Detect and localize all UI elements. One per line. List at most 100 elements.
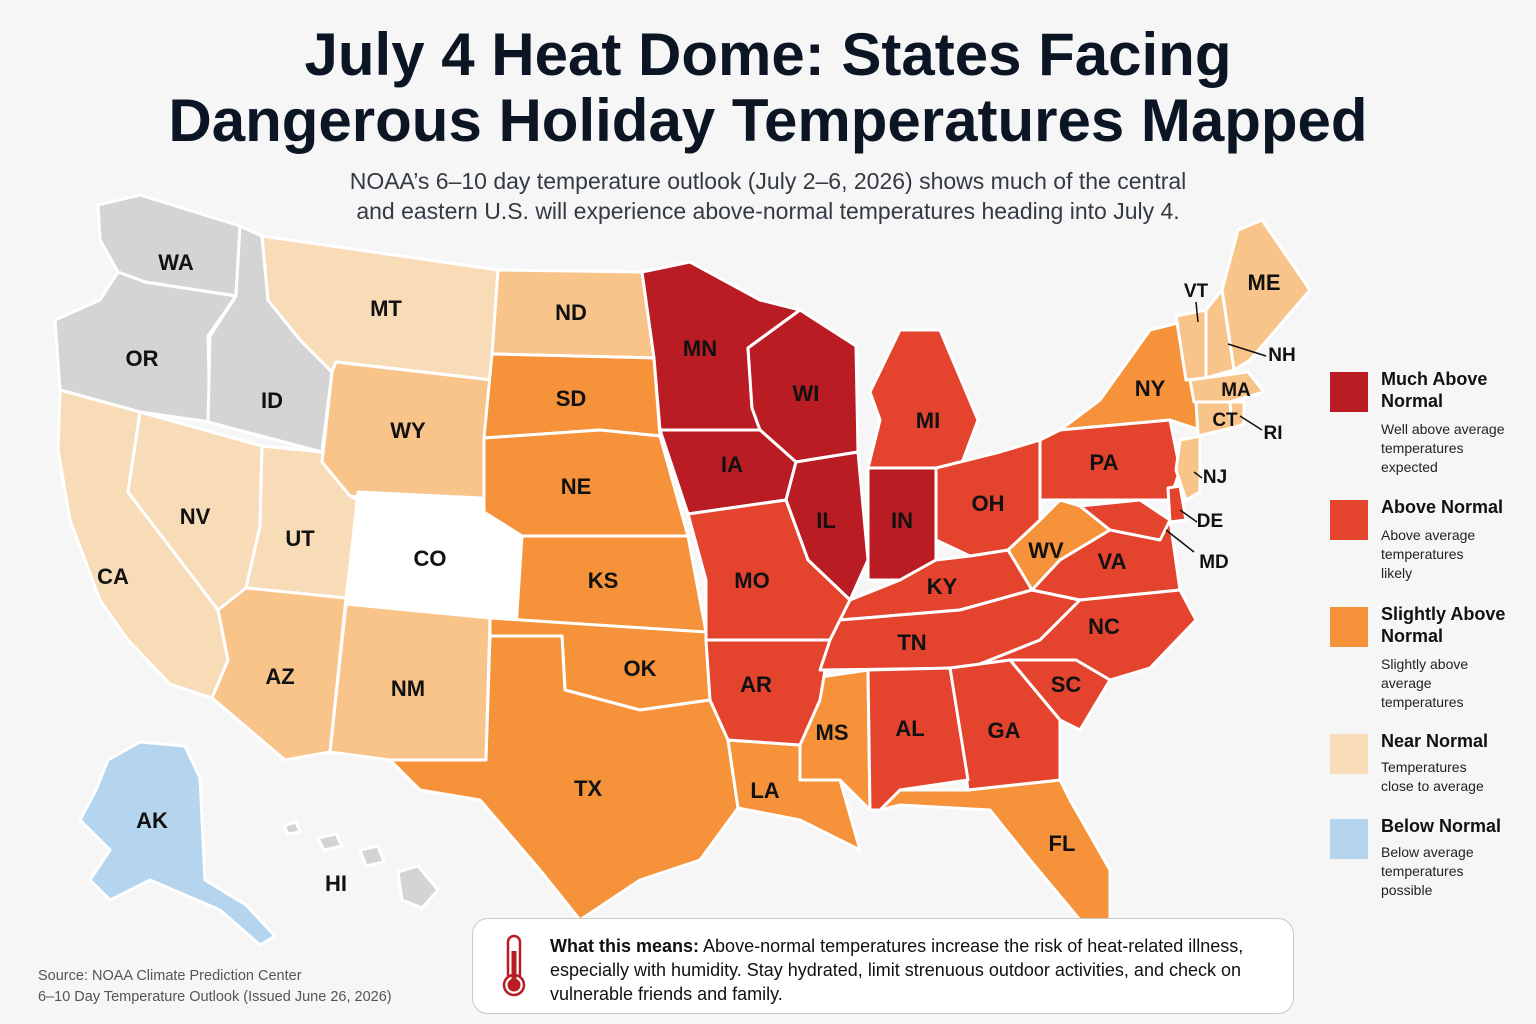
state-label-nh: NH [1268, 345, 1295, 366]
state-label-ia: IA [721, 452, 743, 477]
legend-desc-much-above: Well above average temperatures expected [1381, 421, 1505, 475]
legend-desc-above: Above average temperatures likely [1381, 527, 1476, 581]
state-label-me: ME [1248, 270, 1281, 295]
legend-desc-slightly-above: Slightly above average temperatures [1381, 656, 1469, 710]
leader-line-vt [1195, 301, 1199, 323]
state-label-al: AL [895, 716, 924, 741]
state-pa [1038, 418, 1182, 502]
state-label-nj: NJ [1203, 467, 1227, 488]
leader-line-de [1179, 509, 1198, 523]
state-label-tn: TN [897, 630, 926, 655]
legend-swatch-above [1330, 500, 1368, 540]
source-line-2: 6–10 Day Temperature Outlook (Issued Jun… [38, 989, 392, 1005]
state-label-mt: MT [370, 296, 402, 321]
info-box: What this means: Above-normal temperatur… [472, 918, 1294, 1014]
state-label-ak: AK [136, 808, 168, 833]
state-nh [1204, 288, 1236, 380]
legend-swatch-slightly-above [1330, 607, 1368, 647]
legend-swatch-below [1330, 819, 1368, 859]
page-title: July 4 Heat Dome: States Facing Dangerou… [0, 22, 1536, 154]
legend-title-slightly-above: Slightly Above Normal [1381, 604, 1506, 646]
state-hi [282, 820, 440, 910]
page-subtitle: NOAA’s 6–10 day temperature outlook (Jul… [0, 166, 1536, 226]
legend-title-above: Above Normal [1381, 497, 1504, 517]
state-me [1220, 218, 1312, 372]
state-label-id: ID [261, 388, 283, 413]
leader-line-ri [1239, 415, 1263, 431]
thermometer-icon [502, 934, 526, 997]
state-label-md: MD [1199, 552, 1229, 573]
leader-line-md [1165, 529, 1195, 553]
state-ma [1188, 370, 1266, 404]
state-label-ri: RI [1264, 423, 1283, 444]
state-label-wi: WI [793, 381, 820, 406]
state-tx [388, 634, 740, 922]
state-label-fl: FL [1049, 831, 1076, 856]
legend-desc-near: Temperatures close to average [1381, 759, 1484, 794]
state-label-ca: CA [97, 564, 129, 589]
state-label-la: LA [750, 778, 779, 803]
state-label-nd: ND [555, 300, 587, 325]
state-label-mo: MO [734, 568, 769, 593]
state-label-va: VA [1098, 549, 1127, 574]
legend-desc-below: Below average temperatures possible [1381, 844, 1474, 898]
info-bold: What this means: [550, 936, 700, 956]
state-label-wa: WA [158, 250, 194, 275]
state-label-wv: WV [1028, 538, 1064, 563]
state-label-nc: NC [1088, 614, 1120, 639]
legend-swatch-much-above [1330, 372, 1368, 412]
state-label-ga: GA [988, 718, 1021, 743]
state-label-in: IN [891, 508, 913, 533]
state-label-ny: NY [1135, 376, 1166, 401]
state-label-ar: AR [740, 672, 772, 697]
state-label-oh: OH [972, 491, 1005, 516]
state-de [1166, 484, 1188, 524]
state-label-ky: KY [927, 574, 958, 599]
state-label-ct: CT [1212, 410, 1238, 431]
state-label-ma: MA [1221, 380, 1251, 401]
state-label-pa: PA [1090, 450, 1119, 475]
subtitle-line-1: NOAA’s 6–10 day temperature outlook (Jul… [349, 168, 1187, 194]
state-label-il: IL [816, 508, 836, 533]
legend-title-below: Below Normal [1381, 816, 1502, 836]
title-line-2: Dangerous Holiday Temperatures Mapped [168, 87, 1368, 154]
state-label-nv: NV [180, 504, 211, 529]
state-oh [934, 438, 1042, 558]
info-body: Above-normal temperatures increase the r… [550, 936, 1244, 1004]
source-note: Source: NOAA Climate Prediction Center 6… [38, 966, 392, 1008]
leader-line-nj [1193, 471, 1203, 479]
state-label-sd: SD [556, 386, 587, 411]
state-ak [78, 740, 277, 947]
state-label-ne: NE [561, 474, 592, 499]
state-label-or: OR [126, 346, 159, 371]
state-label-de: DE [1197, 511, 1223, 532]
state-label-ok: OK [624, 656, 657, 681]
state-label-hi: HI [325, 871, 347, 896]
state-label-tx: TX [574, 776, 602, 801]
legend-title-much-above: Much Above Normal [1381, 369, 1488, 411]
state-label-co: CO [414, 546, 447, 571]
state-al [866, 666, 970, 812]
state-label-ks: KS [588, 568, 619, 593]
subtitle-line-2: and eastern U.S. will experience above-n… [356, 198, 1180, 224]
state-label-ut: UT [285, 526, 315, 551]
state-label-nm: NM [391, 676, 425, 701]
state-ri [1228, 400, 1246, 430]
state-fl [878, 778, 1112, 932]
state-mi [866, 328, 980, 470]
state-label-az: AZ [265, 664, 294, 689]
info-text: What this means: Above-normal temperatur… [550, 934, 1270, 1006]
legend-swatch-near [1330, 734, 1368, 774]
state-md [1078, 498, 1172, 542]
state-label-wy: WY [390, 418, 426, 443]
source-line-1: Source: NOAA Climate Prediction Center [38, 968, 302, 984]
state-label-mn: MN [683, 336, 717, 361]
leader-line-nh [1227, 343, 1267, 357]
state-label-sc: SC [1051, 672, 1082, 697]
state-label-mi: MI [916, 408, 940, 433]
title-line-1: July 4 Heat Dome: States Facing [304, 21, 1232, 88]
state-label-vt: VT [1184, 281, 1209, 302]
state-label-ms: MS [816, 720, 849, 745]
legend-title-near: Near Normal [1381, 731, 1489, 751]
